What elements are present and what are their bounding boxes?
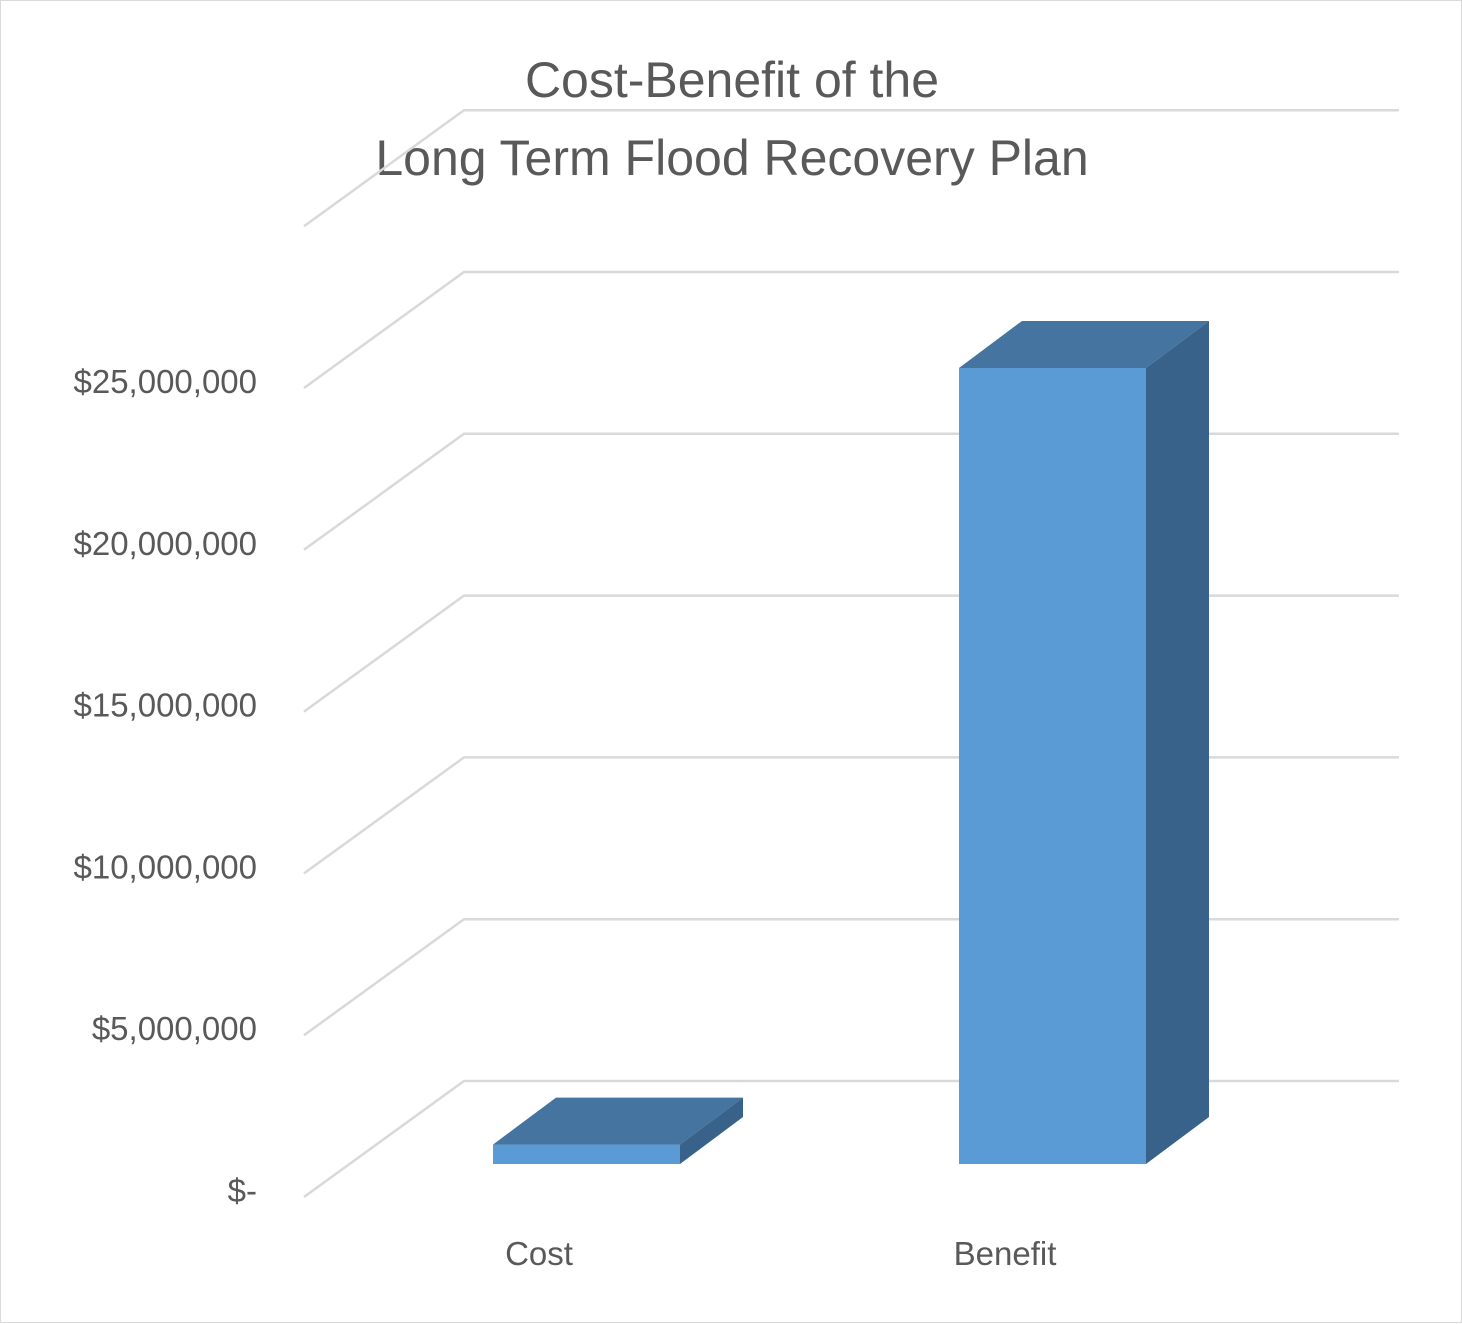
x-category-label: Benefit xyxy=(954,1235,1057,1272)
gridline xyxy=(303,917,1399,1037)
chart-title-line-1: Cost-Benefit of the xyxy=(525,52,939,108)
bar-top-face xyxy=(959,320,1209,368)
bar-front-face xyxy=(493,1144,680,1164)
y-tick-label: $20,000,000 xyxy=(73,525,257,562)
y-tick-label: $5,000,000 xyxy=(92,1010,257,1047)
gridline xyxy=(303,756,1399,875)
gridline xyxy=(303,432,1399,551)
gridlines xyxy=(303,108,1399,1199)
y-axis-tick-labels: $- $5,000,000 $10,000,000 $15,000,000 $20,00… xyxy=(73,363,257,1209)
bar-front-face xyxy=(959,367,1146,1165)
y-tick-label: $10,000,000 xyxy=(73,848,257,885)
gridline xyxy=(303,108,1399,228)
bar-benefit xyxy=(959,320,1209,1165)
gridline xyxy=(303,1079,1399,1199)
gridline xyxy=(303,270,1399,390)
gridline xyxy=(303,594,1399,713)
bar-side-face xyxy=(680,1097,743,1164)
bar-top-face xyxy=(493,1097,743,1145)
x-axis-category-labels: Cost Benefit xyxy=(505,1235,1056,1272)
y-tick-label: $25,000,000 xyxy=(73,363,257,400)
y-tick-label: $15,000,000 xyxy=(73,687,257,724)
bar-cost xyxy=(493,1097,743,1164)
bar-side-face xyxy=(1146,320,1209,1165)
y-tick-label: $- xyxy=(228,1172,257,1209)
x-category-label: Cost xyxy=(505,1235,573,1272)
chart-title-line-2: Long Term Flood Recovery Plan xyxy=(375,130,1088,186)
bars xyxy=(493,320,1209,1165)
